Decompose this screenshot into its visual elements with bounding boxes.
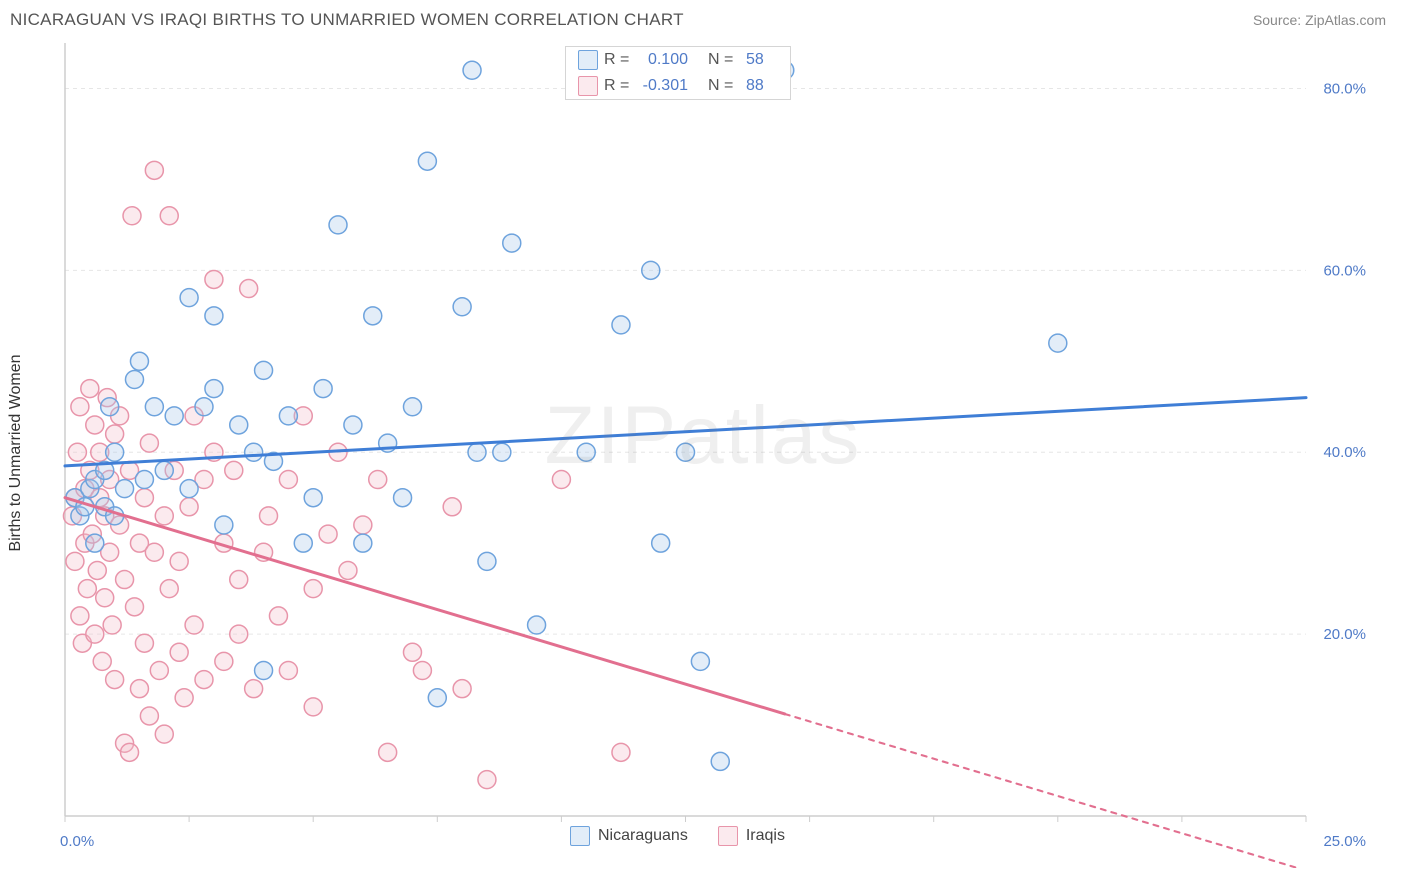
svg-text:60.0%: 60.0% bbox=[1323, 262, 1366, 279]
source-label: Source: ZipAtlas.com bbox=[1253, 12, 1386, 28]
svg-text:40.0%: 40.0% bbox=[1323, 444, 1366, 461]
r-value: 0.100 bbox=[642, 51, 702, 69]
series-legend: Nicaraguans Iraqis bbox=[570, 826, 785, 846]
n-label: N = bbox=[708, 51, 740, 69]
stats-row-nicaraguans: R = 0.100 N = 58 bbox=[566, 47, 790, 73]
svg-text:25.0%: 25.0% bbox=[1323, 833, 1366, 850]
n-value: 58 bbox=[746, 51, 778, 69]
stats-legend: R = 0.100 N = 58 R = -0.301 N = 88 bbox=[565, 46, 791, 100]
legend-item-iraqis: Iraqis bbox=[718, 826, 785, 846]
legend-swatch-icon bbox=[570, 826, 590, 846]
stats-row-iraqis: R = -0.301 N = 88 bbox=[566, 73, 790, 99]
chart-area: Births to Unmarried Women ZIPatlas 20.0%… bbox=[10, 38, 1396, 868]
scatter-chart: 20.0% 40.0% 60.0% 80.0% 0.0% 25.0% bbox=[10, 38, 1396, 868]
r-value: -0.301 bbox=[642, 77, 702, 95]
y-axis-label: Births to Unmarried Women bbox=[7, 354, 25, 551]
svg-text:20.0%: 20.0% bbox=[1323, 626, 1366, 643]
legend-item-nicaraguans: Nicaraguans bbox=[570, 826, 688, 846]
n-value: 88 bbox=[746, 77, 778, 95]
svg-text:0.0%: 0.0% bbox=[60, 833, 94, 850]
r-label: R = bbox=[604, 77, 636, 95]
n-label: N = bbox=[708, 77, 740, 95]
legend-swatch-icon bbox=[578, 50, 598, 70]
svg-text:80.0%: 80.0% bbox=[1323, 80, 1366, 97]
legend-swatch-icon bbox=[718, 826, 738, 846]
legend-swatch-icon bbox=[578, 76, 598, 96]
legend-series-label: Iraqis bbox=[746, 827, 785, 845]
r-label: R = bbox=[604, 51, 636, 69]
chart-title: NICARAGUAN VS IRAQI BIRTHS TO UNMARRIED … bbox=[10, 10, 684, 30]
legend-series-label: Nicaraguans bbox=[598, 827, 688, 845]
